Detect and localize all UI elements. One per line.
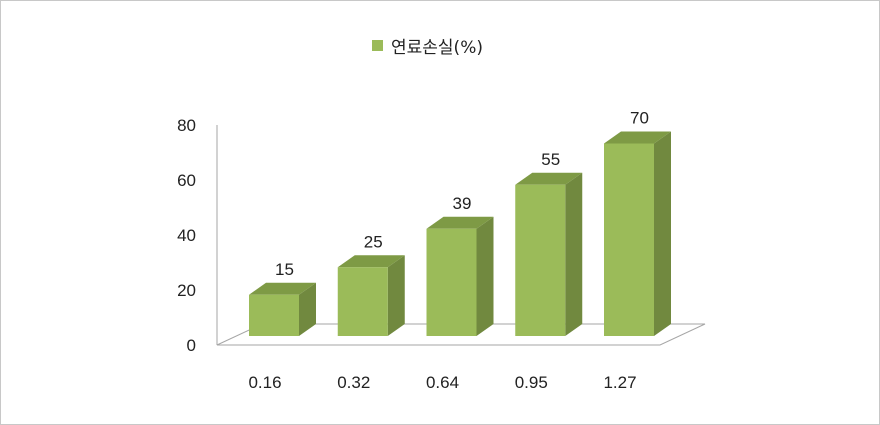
data-label: 15 [275, 260, 294, 279]
bar-top-face [426, 216, 494, 229]
x-tick-label: 0.95 [515, 373, 548, 392]
bar-side-face [299, 282, 316, 336]
bar-side-face [565, 172, 583, 336]
bar-side-face [387, 255, 405, 336]
data-label: 39 [453, 194, 472, 213]
bar-side-face [654, 131, 671, 336]
x-tick-label: 0.64 [426, 373, 459, 392]
x-tick-label: 0.16 [248, 373, 281, 392]
data-label: 55 [541, 150, 560, 169]
y-tick-label: 0 [187, 336, 196, 355]
bar [426, 228, 477, 336]
legend-swatch [372, 40, 383, 51]
x-tick-label: 0.32 [337, 373, 370, 392]
y-tick-label: 40 [177, 226, 196, 245]
bar-top-face [604, 131, 671, 144]
y-tick-label: 60 [177, 171, 196, 190]
data-label: 70 [630, 109, 649, 128]
bar-top-face [337, 255, 405, 268]
bar-top-face [515, 172, 583, 185]
y-tick-label: 80 [177, 116, 196, 135]
data-label: 25 [364, 232, 383, 251]
legend-label: 연료손실(%) [391, 38, 483, 58]
bar-side-face [476, 216, 494, 336]
bar [515, 184, 566, 336]
bar [249, 294, 299, 336]
bar-top-face [249, 282, 316, 295]
bar [604, 143, 654, 336]
bar [337, 267, 388, 336]
legend: 연료손실(%) [372, 33, 483, 58]
x-tick-label: 1.27 [603, 373, 636, 392]
y-tick-label: 20 [177, 281, 196, 300]
